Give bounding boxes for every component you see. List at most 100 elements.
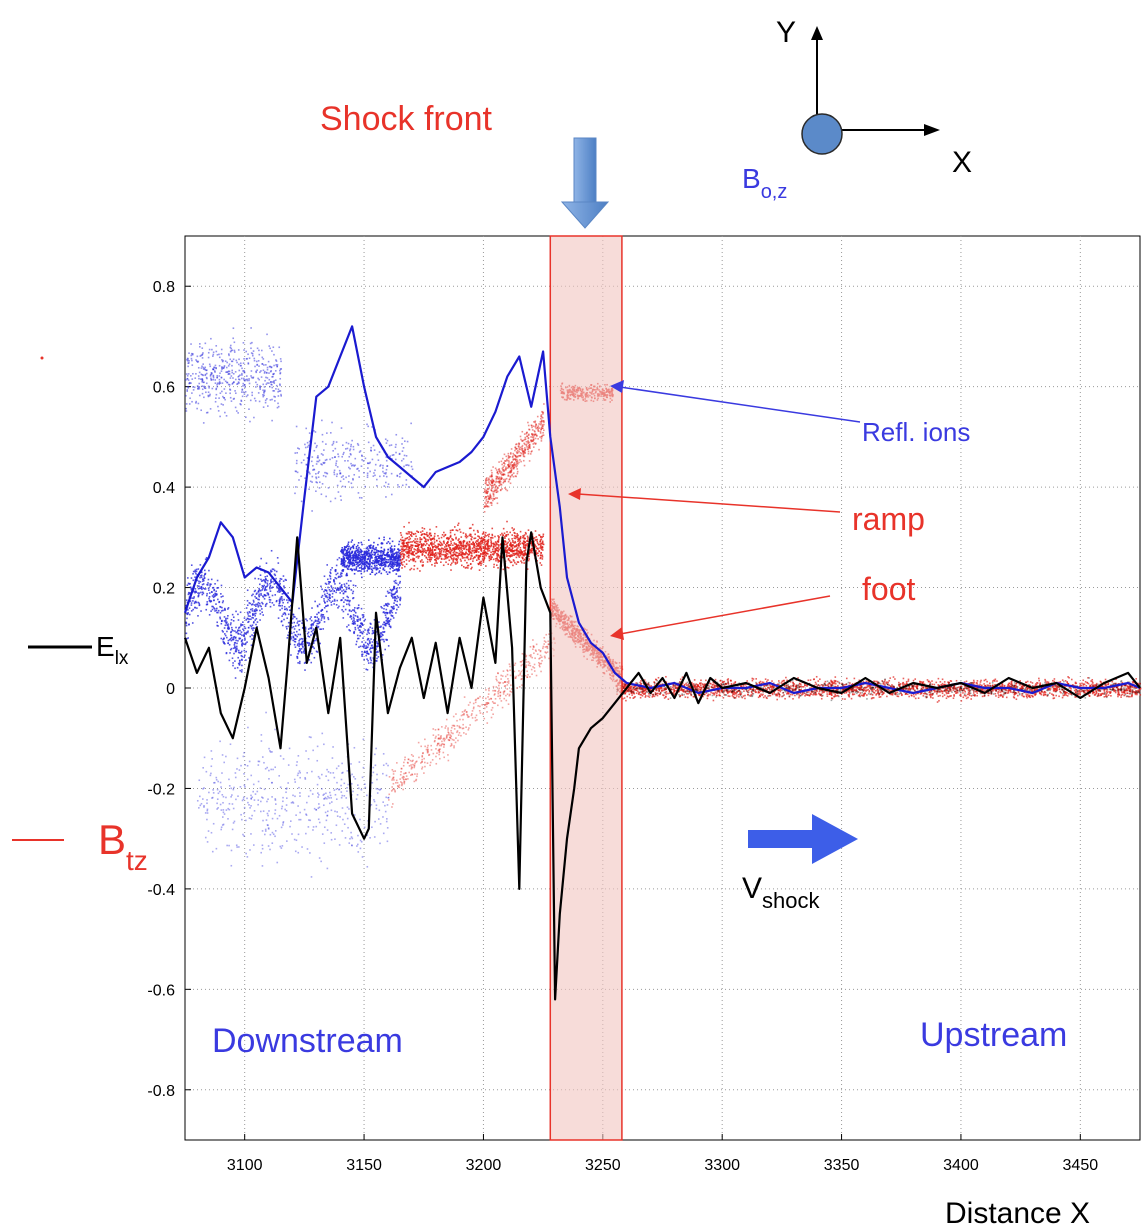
- particle-dot: [194, 591, 196, 594]
- particle-dot: [474, 549, 477, 552]
- particle-dot: [328, 797, 330, 799]
- particle-dot: [324, 459, 327, 461]
- particle-dot: [356, 616, 359, 619]
- particle-dot: [480, 549, 482, 551]
- particle-dot: [329, 772, 332, 774]
- particle-dot: [217, 780, 219, 783]
- particle-dot: [392, 596, 394, 598]
- particle-dot: [329, 597, 331, 599]
- particle-dot: [478, 556, 480, 559]
- particle-dot: [316, 622, 319, 625]
- particle-dot: [405, 546, 408, 549]
- particle-dot: [471, 523, 474, 526]
- particle-dot: [386, 827, 389, 829]
- particle-dot: [246, 641, 248, 643]
- particle-dot: [383, 558, 385, 561]
- particle-dot: [466, 548, 468, 551]
- particle-dot: [444, 546, 446, 548]
- particle-dot: [523, 442, 526, 445]
- particle-dot: [203, 569, 206, 572]
- particle-dot: [232, 619, 235, 622]
- particle-dot: [194, 571, 196, 573]
- particle-dot: [367, 566, 369, 569]
- particle-dot: [263, 593, 266, 596]
- particle-dot: [422, 561, 424, 564]
- particle-dot: [359, 631, 362, 634]
- particle-dot: [353, 609, 355, 611]
- particle-dot: [527, 441, 529, 443]
- particle-dot: [363, 826, 366, 829]
- particle-dot: [386, 604, 388, 606]
- particle-dot: [382, 627, 385, 630]
- particle-dot: [236, 630, 239, 633]
- particle-dot: [331, 457, 334, 459]
- particle-dot: [262, 394, 264, 396]
- particle-dot: [264, 370, 266, 373]
- particle-dot: [324, 595, 327, 597]
- particle-dot: [521, 561, 523, 564]
- particle-dot: [443, 540, 445, 543]
- particle-dot: [315, 650, 318, 653]
- particle-dot: [342, 605, 345, 608]
- particle-dot: [410, 544, 412, 546]
- particle-dot: [348, 604, 351, 607]
- particle-dot: [307, 635, 310, 638]
- particle-dot: [341, 590, 343, 592]
- particle-dot: [266, 368, 269, 371]
- particle-dot: [541, 416, 544, 419]
- particle-dot: [249, 602, 252, 605]
- particle-dot: [359, 847, 362, 850]
- particle-dot: [299, 792, 301, 794]
- particle-dot: [419, 551, 422, 554]
- particle-dot: [436, 557, 438, 560]
- particle-dot: [258, 349, 260, 352]
- particle-dot: [535, 553, 538, 556]
- particle-dot: [401, 437, 404, 440]
- particle-dot: [342, 597, 345, 599]
- particle-dot: [340, 575, 343, 577]
- particle-dot: [390, 610, 392, 613]
- particle-dot: [391, 607, 394, 609]
- particle-dot: [279, 372, 281, 375]
- particle-dot: [295, 814, 297, 816]
- particle-dot: [372, 771, 375, 774]
- particle-dot: [205, 372, 208, 375]
- particle-dot: [214, 592, 216, 595]
- particle-dot: [359, 645, 362, 648]
- particle-dot: [458, 554, 461, 557]
- particle-dot: [344, 485, 347, 488]
- particle-dot: [462, 566, 465, 568]
- particle-dot: [444, 555, 446, 558]
- particle-dot: [530, 549, 532, 551]
- particle-dot: [305, 813, 307, 816]
- particle-dot: [248, 618, 251, 621]
- particle-dot: [239, 374, 241, 376]
- particle-dot: [344, 585, 346, 587]
- particle-dot: [236, 666, 239, 669]
- particle-dot: [371, 426, 373, 428]
- particle-dot: [528, 550, 531, 553]
- particle-dot: [356, 624, 359, 627]
- particle-dot: [214, 371, 216, 373]
- particle-dot: [485, 554, 488, 557]
- particle-dot: [370, 638, 372, 640]
- particle-dot: [409, 568, 411, 571]
- particle-dot: [196, 385, 199, 387]
- particle-dot: [474, 550, 477, 552]
- particle-dot: [220, 376, 223, 379]
- particle-dot: [443, 542, 445, 544]
- particle-dot: [265, 602, 268, 605]
- particle-dot: [385, 471, 387, 474]
- particle-dot: [387, 548, 390, 551]
- particle-dot: [261, 349, 263, 352]
- particle-dot: [301, 622, 303, 624]
- particle-dot: [192, 389, 195, 391]
- particle-dot: [361, 455, 363, 457]
- particle-dot: [284, 808, 286, 811]
- particle-dot: [530, 424, 533, 427]
- particle-dot: [352, 590, 355, 593]
- particle-dot: [326, 768, 328, 771]
- particle-dot: [266, 382, 269, 384]
- particle-dot: [200, 587, 202, 590]
- particle-dot: [261, 608, 263, 610]
